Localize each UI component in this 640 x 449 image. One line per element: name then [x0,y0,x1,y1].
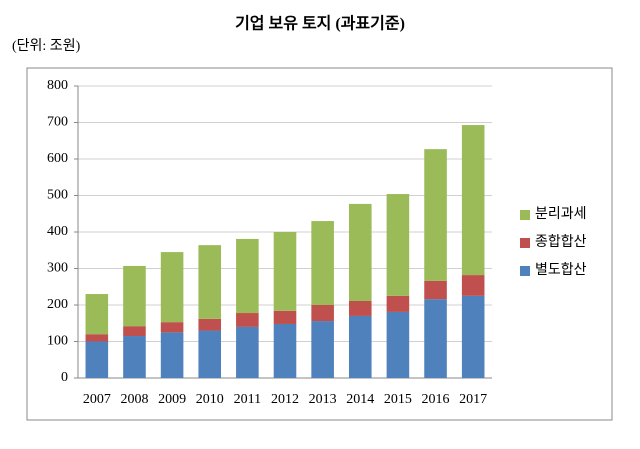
bar-segment [85,294,109,335]
bar-segment [461,295,485,378]
bar-segment [123,336,146,378]
bar-segment [160,252,184,323]
x-tick-label: 2011 [234,392,261,407]
x-tick-label: 2015 [384,392,412,407]
bar-segment [273,323,297,378]
y-tick-label: 600 [47,151,68,166]
bar-segment [424,149,447,281]
bar-segment [461,275,485,296]
bar-segment [198,245,222,319]
x-tick-label: 2007 [83,392,111,407]
bar-segment [85,341,109,378]
bar-segment [236,238,259,314]
bar-segment [236,326,259,378]
y-tick-label: 200 [47,297,68,312]
legend-label: 분리과세 [535,206,587,222]
legend-swatch [520,210,530,220]
bar-segment [123,265,146,327]
y-tick-label: 0 [61,370,68,385]
x-tick-label: 2008 [120,392,148,407]
x-tick-label: 2014 [346,392,374,407]
bar-segment [273,232,297,311]
x-tick-label: 2013 [309,392,337,407]
bar-segment [348,315,372,378]
x-tick-label: 2012 [271,392,299,407]
x-tick-label: 2016 [422,392,450,407]
legend-swatch [520,238,530,248]
bar-segment [236,313,259,327]
bar-segment [311,221,334,305]
bar-segment [461,125,485,276]
bar-segment [198,318,222,331]
bar-segment [386,311,410,378]
bar-segment [198,330,222,378]
bar-segment [160,322,184,333]
bar-segment [424,299,447,378]
bar-segment [273,310,297,324]
y-tick-label: 100 [47,334,68,349]
bar-segment [386,194,410,296]
chart-frame [26,67,613,421]
bar-segment [85,334,109,342]
x-tick-label: 2010 [196,392,224,407]
chart-title: 기업 보유 토지 (과표기준) [235,15,405,33]
bar-segment [160,332,184,378]
y-tick-label: 400 [47,224,68,239]
y-tick-label: 800 [47,78,68,93]
legend-label: 종합합산 [535,234,587,250]
bar-segment [424,280,447,300]
y-tick-label: 700 [47,115,68,130]
y-tick-label: 500 [47,188,68,203]
bar-segment [348,300,372,316]
bar-segment [386,295,410,312]
legend-label: 별도합산 [535,262,587,278]
bar-segment [123,326,146,337]
legend-swatch [520,266,530,276]
unit-label: (단위: 조원) [12,38,81,54]
bar-segment [311,305,334,322]
bar-segment [348,203,372,301]
x-tick-label: 2009 [158,392,186,407]
x-tick-label: 2017 [459,392,487,407]
y-tick-label: 300 [47,261,68,276]
bar-segment [311,321,334,378]
